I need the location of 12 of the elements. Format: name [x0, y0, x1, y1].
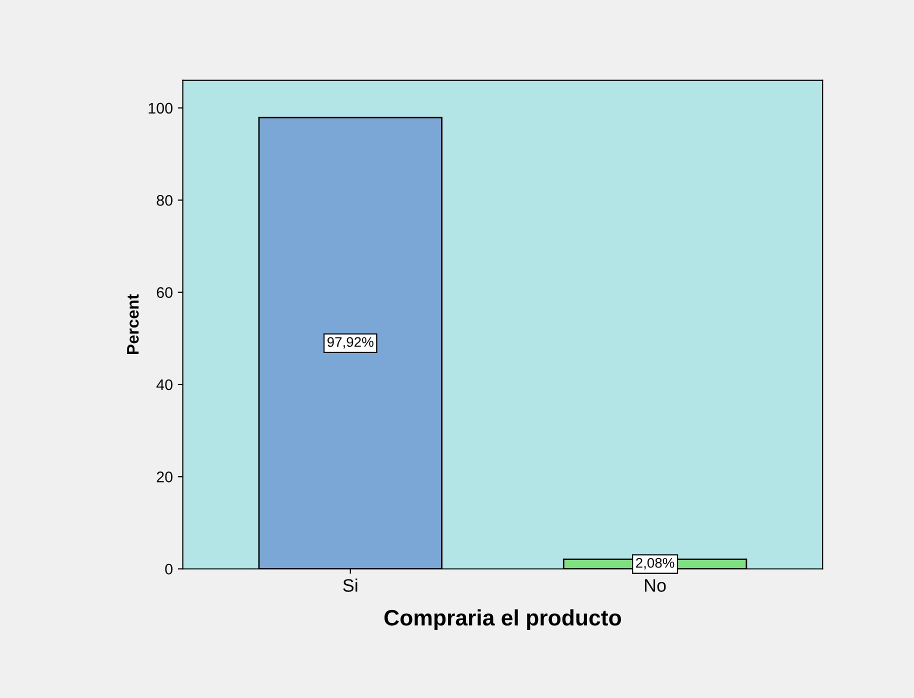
y-tick-label: 20 — [156, 472, 172, 482]
y-tick-label: 0 — [165, 564, 172, 575]
x-tick-label: No — [644, 579, 666, 592]
y-tick-label: 80 — [156, 194, 172, 206]
data-label: 97,92% — [327, 337, 374, 349]
x-tick-label: Si — [343, 578, 358, 592]
y-tick-label: 100 — [148, 102, 172, 114]
y-tick-label: 40 — [156, 379, 172, 390]
x-axis-title: Compraria el producto — [384, 609, 621, 630]
y-axis-title: Percent — [127, 294, 139, 354]
data-label: 2,08% — [636, 558, 674, 570]
y-tick-label: 60 — [156, 287, 172, 298]
